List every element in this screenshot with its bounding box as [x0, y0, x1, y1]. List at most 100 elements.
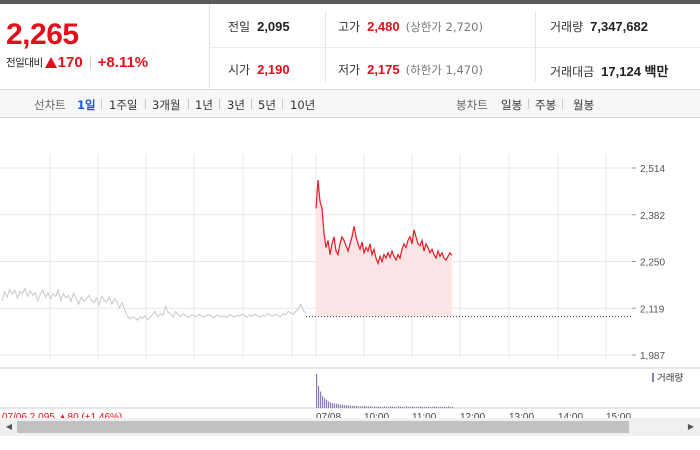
volume-bar [336, 403, 338, 408]
price-stats: 전일 2,095 고가 2,480 (상한가 2,720) 거래량 7,347,… [210, 4, 700, 90]
volume-bar [330, 402, 332, 408]
high-label: 고가 [338, 20, 361, 34]
volume-bars [316, 374, 454, 408]
open-label: 시가 [228, 63, 251, 77]
low-label: 저가 [338, 63, 361, 77]
volume-bar [368, 406, 370, 408]
volume-bar [348, 405, 350, 408]
tab-divider [188, 99, 189, 109]
top-strip [0, 0, 700, 4]
volume-bar [360, 406, 362, 408]
volume-bar [350, 405, 352, 408]
volume-bar [446, 406, 448, 408]
volume-bar [414, 406, 416, 408]
volume-bar [434, 406, 436, 408]
y-tick-label: 2,382 [640, 211, 665, 222]
volume-bar [400, 406, 402, 408]
y-tick-label: 2,119 [640, 304, 665, 315]
tab-1week[interactable]: 1주일 [109, 98, 138, 112]
volume-bar [384, 406, 386, 408]
volume-bar [410, 406, 412, 408]
x-tick-label: 14:00 [558, 412, 583, 423]
change-value: 170 [57, 54, 83, 71]
volume-bar [444, 406, 446, 408]
tab-3year[interactable]: 3년 [227, 98, 245, 112]
scrollbar-thumb[interactable] [17, 421, 629, 433]
tab-daily-candle[interactable]: 일봉 [501, 98, 523, 112]
volume-bar [428, 406, 430, 408]
tab-divider [282, 99, 283, 109]
tab-divider [562, 99, 563, 109]
volume-legend-label: 거래량 [657, 372, 683, 384]
y-tick-label: 2,250 [640, 258, 665, 269]
amount-stat: 거래대금 17,124 백만 [550, 61, 668, 80]
volume-bar [452, 406, 454, 408]
volume-bar [340, 404, 342, 408]
volume-bar [388, 406, 390, 408]
stats-col-divider [325, 12, 326, 82]
amount-label: 거래대금 [550, 65, 595, 79]
tab-monthly-candle[interactable]: 월봉 [573, 98, 595, 112]
tab-10year[interactable]: 10년 [290, 98, 316, 112]
volume-bar [390, 406, 392, 408]
today-area-fill [316, 180, 452, 317]
volume-bar [440, 406, 442, 408]
volume-bar [418, 406, 420, 408]
low-value: 2,175 [367, 62, 400, 77]
change-rate: +8.11% [97, 54, 149, 71]
volume-bar [448, 406, 450, 408]
volume-bar [412, 406, 414, 408]
y-axis-ticks: 2,514 2,382 2,250 2,119 1,987 [640, 164, 665, 362]
x-tick-label: 12:00 [460, 412, 485, 423]
tab-5year[interactable]: 5년 [258, 98, 276, 112]
change-row: 전일대비 170 +8.11% [6, 54, 148, 71]
open-value: 2,190 [257, 62, 290, 77]
x-tick-label: 07/08 [316, 412, 341, 423]
tab-1day[interactable]: 1일 [77, 98, 96, 112]
tab-divider [251, 99, 252, 109]
today-line [315, 180, 453, 266]
volume-bar [322, 395, 324, 408]
volume-bar [392, 406, 394, 408]
stats-col-divider [535, 12, 536, 82]
tab-weekly-candle[interactable]: 주봉 [535, 98, 557, 112]
volume-bar [378, 406, 380, 408]
change-label: 전일대비 [6, 57, 43, 69]
volume-bar [342, 404, 344, 408]
x-tick-label: 10:00 [364, 412, 389, 423]
volume-bar [408, 406, 410, 408]
tab-divider [528, 99, 529, 109]
prev-day-line [1, 286, 307, 321]
chart-grid [0, 154, 700, 409]
tab-3month[interactable]: 3개월 [152, 98, 181, 112]
prev-close-label: 전일 [228, 20, 251, 34]
volume-bar [320, 391, 322, 408]
volume-bar [380, 406, 382, 408]
volume-bar [370, 406, 372, 408]
volume-bar [450, 406, 452, 408]
scroll-left-arrow-icon[interactable]: ◀ [5, 422, 13, 431]
change-divider [89, 56, 91, 69]
current-price: 2,265 [6, 18, 79, 51]
volume-bar [328, 401, 330, 408]
volume-bar [394, 406, 396, 408]
tab-1year[interactable]: 1년 [195, 98, 213, 112]
volume-bar [416, 406, 418, 408]
volume-bar [424, 406, 426, 408]
scroll-right-arrow-icon[interactable]: ▶ [687, 422, 695, 431]
amount-value: 17,124 백만 [601, 64, 669, 79]
prev-close-stat: 전일 2,095 [228, 18, 290, 35]
volume-bar [326, 399, 328, 408]
volume-bar [376, 406, 378, 408]
lower-limit: (하한가 1,470) [405, 63, 483, 77]
volume-bar [404, 406, 406, 408]
upper-limit: (상한가 2,720) [405, 20, 483, 34]
footer-strip [0, 436, 700, 450]
y-tick-label: 1,987 [640, 351, 665, 362]
up-triangle-icon [44, 57, 57, 68]
volume-bar [344, 405, 346, 408]
volume-bar [396, 406, 398, 408]
volume-bar [402, 406, 404, 408]
volume-bar [372, 406, 374, 408]
high-value: 2,480 [367, 19, 400, 34]
